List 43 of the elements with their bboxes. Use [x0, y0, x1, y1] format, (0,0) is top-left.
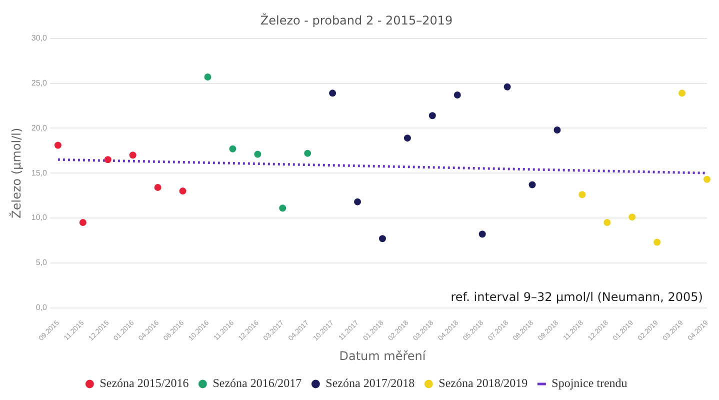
point	[404, 134, 411, 142]
point	[154, 184, 162, 191]
point	[179, 188, 186, 195]
point	[678, 90, 686, 97]
point	[428, 112, 436, 120]
y-tick-label: 15,0	[31, 168, 48, 178]
annotation: ref. interval 9–32 µmol/l (Neumann, 2005)	[450, 290, 703, 304]
y-tick-label: 20,0	[31, 123, 48, 132]
chart-title: Železo - proband 2 - 2015–2019	[260, 12, 453, 28]
point	[478, 230, 486, 238]
legend-label: Sezóna 2015/2016	[100, 376, 189, 390]
point	[279, 204, 286, 212]
y-axis-title: Železo (µmol/l)	[8, 128, 24, 218]
legend-label: Sezóna 2016/2017	[212, 376, 302, 390]
y-tick-label: 30,0	[31, 34, 48, 43]
point	[229, 145, 236, 152]
legend-label: Sezóna 2017/2018	[326, 376, 415, 390]
x-axis-title: Datum měření	[339, 348, 426, 363]
point	[354, 198, 362, 206]
point	[254, 150, 262, 158]
point	[628, 214, 636, 221]
point	[578, 191, 586, 198]
legend-label: Sezóna 2018/2019	[438, 376, 528, 390]
point	[204, 74, 212, 81]
point	[504, 83, 511, 90]
point	[654, 238, 661, 246]
y-tick-label: 10,0	[31, 213, 48, 222]
point	[129, 152, 136, 159]
point	[454, 91, 461, 98]
legend-label: Spojnice trendu	[552, 376, 628, 390]
point	[79, 218, 86, 226]
point	[329, 90, 336, 97]
point	[304, 150, 312, 157]
point	[604, 218, 611, 226]
point	[54, 142, 62, 149]
y-tick-label: 0,0	[36, 302, 48, 312]
point	[704, 176, 710, 183]
point	[104, 156, 112, 164]
y-tick-label: 5,0	[36, 258, 48, 268]
point	[378, 235, 386, 242]
point	[528, 181, 536, 188]
y-tick-label: 25,0	[31, 78, 48, 88]
point	[554, 126, 561, 134]
